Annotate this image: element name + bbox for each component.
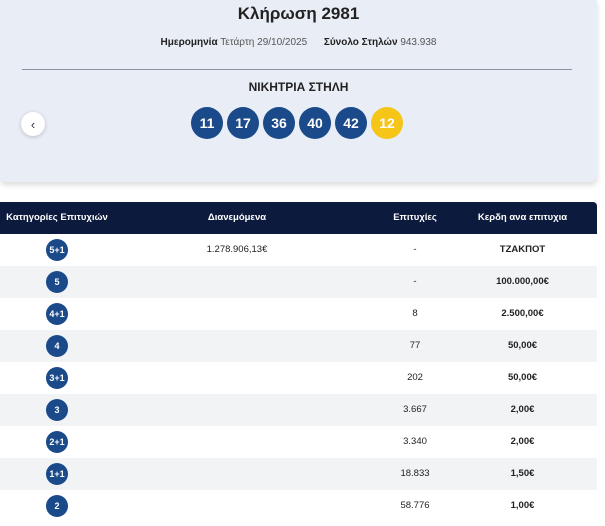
- draw-title: Κλήρωση 2981: [237, 4, 360, 23]
- winners: -: [413, 244, 417, 255]
- table-row: 3 3.667 2,00€: [0, 394, 597, 426]
- winners: 18.833: [400, 468, 430, 479]
- distributed: 1.278.906,13€: [206, 244, 268, 255]
- column-header: Κερδη ανα επιτυχια: [477, 212, 568, 223]
- column-header: Επιτυχίες: [393, 212, 437, 223]
- date-label: Ημερομηνία: [160, 37, 218, 48]
- table-row: 3+1 202 50,00€: [0, 362, 597, 394]
- winning-label: ΝΙΚΗΤΡΙΑ ΣΤΗΛΗ: [248, 80, 349, 94]
- number-ball: 36: [263, 107, 295, 139]
- table-row: 2 58.776 1,00€: [0, 490, 597, 522]
- prize: 50,00€: [507, 372, 538, 383]
- winners: 77: [409, 340, 421, 351]
- date: Τετάρτη 29/10/2025: [220, 37, 308, 48]
- category-badge: 3+1: [46, 367, 68, 389]
- winners: 202: [407, 372, 423, 383]
- table-header: Κατηγορίες Επιτυχιών Διανεμόμενα Επιτυχίες…: [0, 202, 597, 234]
- prize: 1,50€: [510, 468, 535, 479]
- draw-card: Κλήρωση 2981 Ημερομηνία Τετάρτη 29/10/20…: [0, 0, 597, 182]
- category-badge: 5+1: [46, 239, 68, 261]
- category-badge: 2+1: [46, 431, 68, 453]
- winners: 3.340: [403, 436, 427, 447]
- number-ball: 40: [299, 107, 331, 139]
- columns: 943.938: [400, 37, 437, 48]
- winners: 3.667: [403, 404, 427, 415]
- category-badge: 2: [46, 495, 68, 517]
- prize: 2,00€: [510, 436, 535, 447]
- prize: ΤΖΑΚΠΟΤ: [499, 244, 546, 255]
- number-ball: 42: [335, 107, 367, 139]
- winners: 8: [412, 308, 418, 319]
- prize: 50,00€: [507, 340, 538, 351]
- divider: [22, 69, 572, 70]
- prize: 100.000,00€: [496, 276, 549, 287]
- joker-ball: 12: [371, 107, 403, 139]
- prev-button[interactable]: ‹: [21, 112, 45, 136]
- table-row: 5 - 100.000,00€: [0, 266, 597, 298]
- category-badge: 3: [46, 399, 68, 421]
- category-badge: 5: [46, 271, 68, 293]
- draw-info: Ημερομηνία Τετάρτη 29/10/2025 Σύνολο Στη…: [0, 37, 597, 48]
- table-row: 2+1 3.340 2,00€: [0, 426, 597, 458]
- category-badge: 4: [46, 335, 68, 357]
- winners: -: [413, 276, 417, 287]
- category-badge: 1+1: [46, 463, 68, 485]
- prize: 1,00€: [510, 500, 535, 511]
- prize: 2,00€: [510, 404, 535, 415]
- number-ball: 11: [191, 107, 223, 139]
- table-row: 4 77 50,00€: [0, 330, 597, 362]
- prize: 2.500,00€: [501, 308, 544, 319]
- table-row: 5+1 1.278.906,13€ - ΤΖΑΚΠΟΤ: [0, 234, 597, 266]
- table-row: 4+1 8 2.500,00€: [0, 298, 597, 330]
- column-header: Κατηγορίες Επιτυχιών: [6, 212, 108, 223]
- table-row: 1+1 18.833 1,50€: [0, 458, 597, 490]
- category-badge: 4+1: [46, 303, 68, 325]
- winners: 58.776: [400, 500, 430, 511]
- columns-label: Σύνολο Στηλών: [323, 37, 398, 48]
- column-header: Διανεμόμενα: [207, 212, 267, 223]
- number-ball: 17: [227, 107, 259, 139]
